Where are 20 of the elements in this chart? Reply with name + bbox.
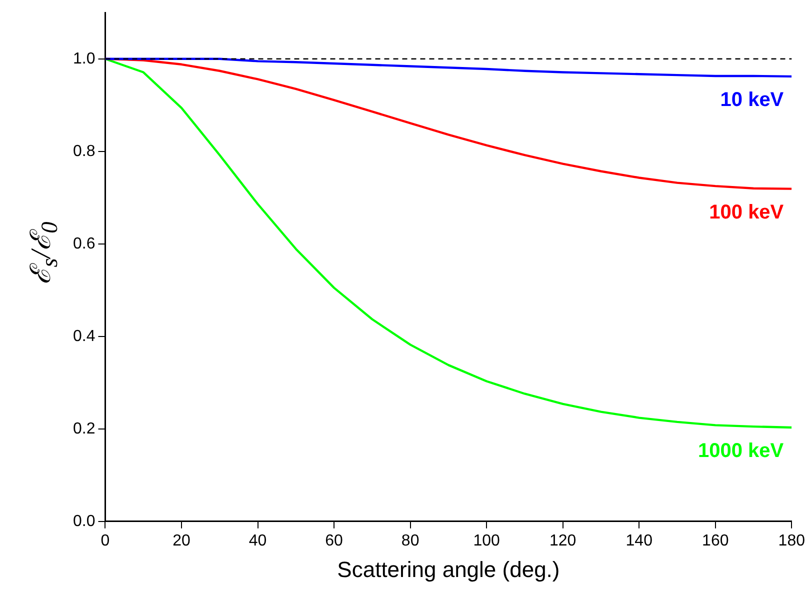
x-axis-title: Scattering angle (deg.) — [337, 556, 560, 582]
x-tick-label: 100 — [473, 532, 500, 550]
x-tick-label: 40 — [248, 532, 267, 550]
series-label: 10 keV — [720, 88, 784, 111]
x-tick-label: 120 — [549, 532, 576, 550]
x-tick-label: 80 — [401, 532, 420, 550]
y-tick-label: 1.0 — [72, 50, 96, 68]
series-label: 1000 keV — [698, 440, 784, 462]
x-tick-label: 20 — [172, 532, 191, 550]
x-tick-label: 60 — [325, 532, 344, 550]
y-tick-label: 0.6 — [72, 235, 96, 252]
series-label: 100 keV — [709, 201, 784, 224]
y-tick-label: 0.4 — [72, 328, 96, 345]
x-tick-label: 0 — [100, 532, 110, 550]
x-tick-label: 160 — [702, 532, 729, 550]
x-tick-label: 140 — [626, 532, 653, 550]
x-tick-label: 180 — [778, 532, 806, 550]
y-tick-label: 0.0 — [72, 512, 96, 530]
y-tick-label: 0.2 — [72, 420, 96, 438]
y-tick-label: 0.8 — [72, 142, 96, 160]
